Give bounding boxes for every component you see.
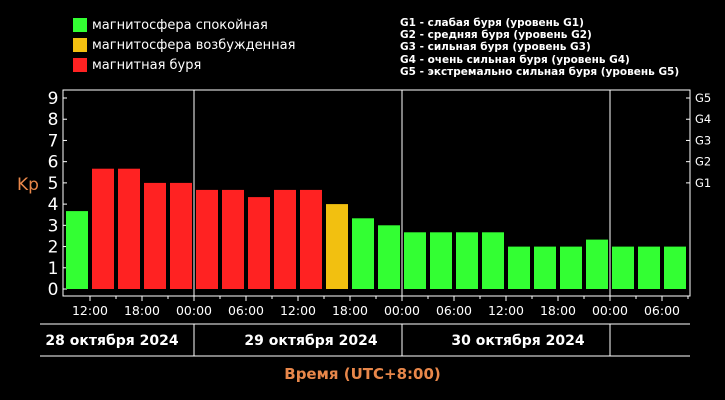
kp-bar (612, 246, 634, 289)
y-tick-label: 0 (48, 280, 59, 300)
legend-item-active: магнитосфера возбужденная (73, 35, 295, 55)
y-tick-label: 1 (48, 259, 59, 279)
kp-bar (352, 218, 374, 289)
kp-bar (326, 204, 348, 289)
y-tick-label: 2 (48, 238, 59, 258)
y-tick-label: 5 (48, 174, 59, 194)
storm-level-legend: G1 - слабая буря (уровень G1) G2 - средн… (400, 17, 679, 78)
y-tick-label: 3 (48, 216, 59, 236)
kp-bar (66, 211, 88, 289)
kp-bar (482, 232, 504, 289)
g-level-tick-label: G2 (695, 155, 711, 169)
kp-bar (378, 225, 400, 289)
storm-level-g4: G4 - очень сильная буря (уровень G4) (400, 53, 630, 66)
day-label: 29 октября 2024 (244, 333, 377, 349)
legend-swatch-storm (73, 58, 87, 72)
kp-bar (300, 189, 322, 289)
x-tick-label: 06:00 (228, 303, 264, 318)
kp-bar (534, 246, 556, 289)
x-tick-label: 00:00 (384, 303, 420, 318)
kp-bar (638, 246, 660, 289)
x-tick-label: 12:00 (280, 303, 316, 318)
x-tick-label: 18:00 (124, 303, 160, 318)
kp-bar (118, 168, 140, 289)
kp-bar (456, 232, 478, 289)
kp-bar (92, 168, 114, 289)
g-level-tick-label: G1 (695, 176, 711, 190)
kp-bar (508, 246, 530, 289)
kp-bar (664, 246, 686, 289)
x-tick-label: 06:00 (644, 303, 680, 318)
storm-level-g2: G2 - средняя буря (уровень G2) (400, 29, 592, 42)
x-tick-label: 12:00 (72, 303, 108, 318)
x-tick-label: 18:00 (332, 303, 368, 318)
legend-item-quiet: магнитосфера спокойная (73, 15, 295, 35)
g-level-tick-label: G5 (695, 91, 711, 105)
x-tick-label: 12:00 (488, 303, 524, 318)
kp-bar (144, 182, 166, 289)
legend-swatch-active (73, 38, 87, 52)
kp-bar (170, 182, 192, 289)
x-tick-label: 06:00 (436, 303, 472, 318)
legend: магнитосфера спокойная магнитосфера возб… (73, 15, 295, 75)
kp-bar (430, 232, 452, 289)
x-tick-label: 00:00 (592, 303, 628, 318)
kp-bar (222, 189, 244, 289)
kp-bar (248, 197, 270, 289)
g-level-tick-label: G4 (695, 112, 711, 126)
y-tick-label: 8 (48, 110, 59, 130)
day-label: 28 октября 2024 (45, 333, 178, 349)
kp-bar (196, 189, 218, 289)
legend-swatch-quiet (73, 18, 87, 32)
legend-label: магнитная буря (92, 57, 202, 73)
kp-bar (586, 239, 608, 289)
legend-item-storm: магнитная буря (73, 55, 295, 75)
x-tick-label: 00:00 (176, 303, 212, 318)
storm-level-g5: G5 - экстремально сильная буря (уровень … (400, 65, 680, 78)
kp-bar (560, 246, 582, 289)
kp-bar (404, 232, 426, 289)
g-level-tick-label: G3 (695, 133, 711, 147)
storm-level-g3: G3 - сильная буря (уровень G3) (400, 41, 591, 54)
day-label: 30 октября 2024 (451, 333, 584, 349)
y-tick-label: 9 (48, 89, 59, 109)
y-tick-label: 6 (48, 153, 59, 173)
y-tick-label: 4 (48, 195, 59, 215)
x-axis-title: Время (UTC+8:00) (284, 365, 441, 383)
legend-label: магнитосфера возбужденная (92, 37, 296, 53)
kp-bar (274, 189, 296, 289)
legend-label: магнитосфера спокойная (92, 17, 268, 33)
y-tick-label: 7 (48, 131, 59, 151)
y-axis-label: Kp (17, 175, 39, 195)
x-tick-label: 18:00 (540, 303, 576, 318)
storm-level-g1: G1 - слабая буря (уровень G1) (400, 17, 584, 29)
